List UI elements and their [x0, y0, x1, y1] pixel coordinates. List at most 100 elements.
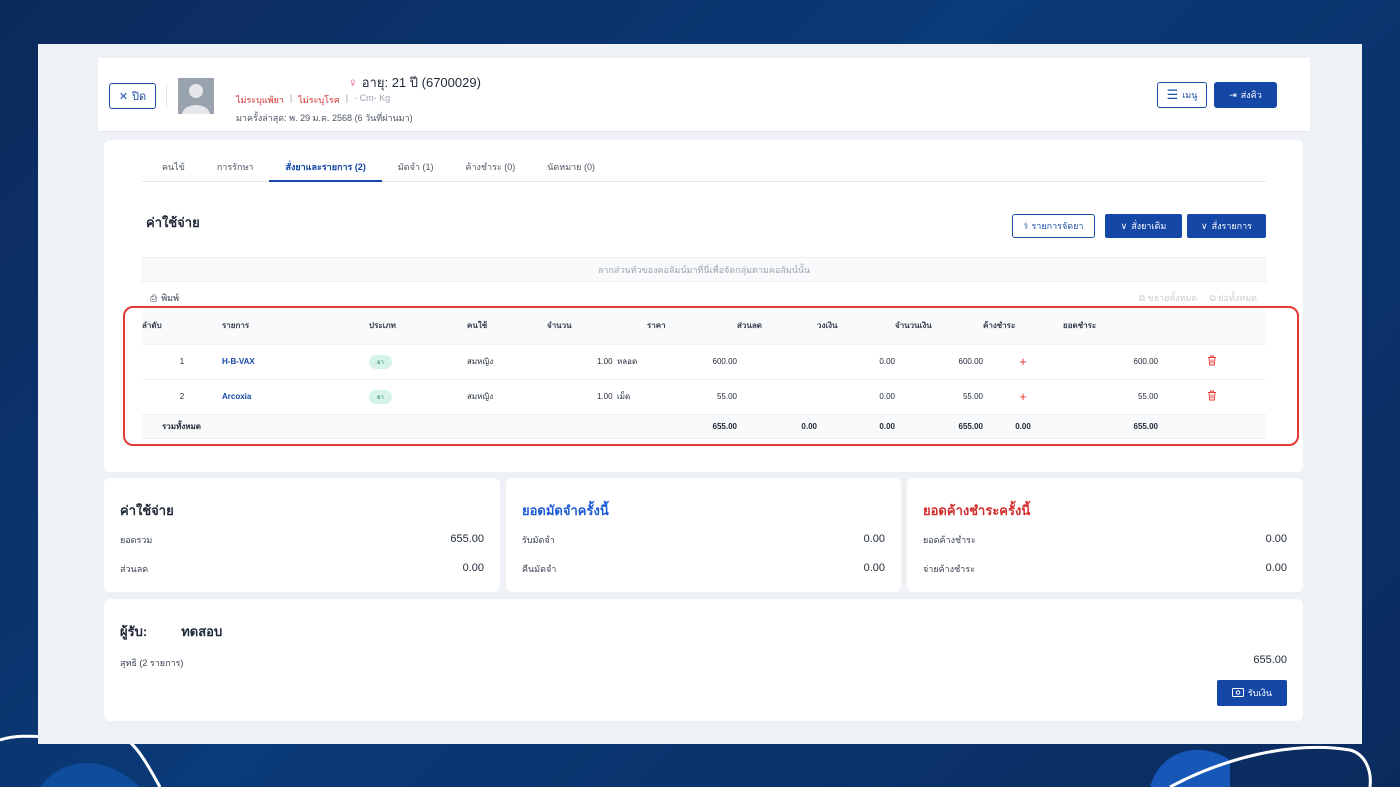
- col-header[interactable]: ลำดับ: [142, 308, 222, 345]
- col-header[interactable]: จำนวนเงิน: [895, 308, 983, 345]
- col-header[interactable]: ค้างชำระ: [983, 308, 1063, 345]
- limit-cell: 0.00: [817, 379, 895, 415]
- owed-row: ยอดค้างชำระ 0.00: [923, 533, 1287, 545]
- price-cell: 55.00: [647, 379, 737, 415]
- tab-appointments[interactable]: นัดหมาย (0): [547, 162, 595, 172]
- tab-outstanding[interactable]: ค้างชำระ (0): [465, 162, 516, 172]
- col-header[interactable]: ราคา: [647, 308, 737, 345]
- patient-age: ♀ อายุ: 21 ปี (6700029): [348, 75, 481, 90]
- trash-icon[interactable]: [1207, 355, 1217, 368]
- table-row: 2 Arcoxia ยา สมหญิง 1.00 เม็ด 55.00 0.00…: [142, 379, 1266, 415]
- tab-bar: คนไข้ การรักษา สั่งยาและรายการ (2) มัดจำ…: [142, 150, 1266, 182]
- total-pay: 655.00: [1063, 414, 1158, 439]
- reorder-button[interactable]: ∨ สั่งยาเดิม: [1105, 214, 1182, 238]
- quantity-cell: 1.00 เม็ด: [547, 379, 647, 415]
- tab-treatment[interactable]: การรักษา: [216, 162, 254, 172]
- receive-payment-button[interactable]: รับเงิน: [1217, 680, 1287, 706]
- payment-panel: ผู้รับ: ทดสอบ สุทธิ (2 รายการ) 655.00 รั…: [104, 599, 1303, 721]
- patient-tags: ไม่ระบุแพ้ยา | ไม่ระบุโรค | - Cm- Kg: [236, 93, 390, 107]
- price-cell: 600.00: [647, 344, 737, 380]
- col-header[interactable]: ยอดชำระ: [1063, 308, 1158, 345]
- app-window: ✕ ปิด ♀ อายุ: 21 ปี (6700029) ไม่ระบุแพ้…: [38, 44, 1362, 744]
- col-header[interactable]: จำนวน: [547, 308, 647, 345]
- receiver-title: ผู้รับ: ทดสอบ: [120, 624, 223, 639]
- total-limit: 0.00: [817, 414, 895, 439]
- tab-patient[interactable]: คนไข้: [162, 162, 185, 172]
- receive-deposit-row: รับมัดจำ 0.00: [522, 533, 885, 545]
- total-price: 655.00: [647, 414, 737, 439]
- discount-row: ส่วนลด 0.00: [120, 562, 484, 574]
- collapse-all-button[interactable]: ⧉ ย่อทั้งหมด: [1209, 293, 1257, 303]
- send-queue-button[interactable]: ⇥ ส่งคิว: [1214, 82, 1277, 108]
- female-icon: ♀: [348, 75, 358, 90]
- separator: |: [289, 93, 293, 103]
- col-header-actions: [1158, 308, 1266, 345]
- add-outstanding-icon[interactable]: +: [1019, 354, 1027, 369]
- add-outstanding-icon[interactable]: +: [1019, 389, 1027, 404]
- patient-header: ✕ ปิด ♀ อายุ: 21 ปี (6700029) ไม่ระบุแพ้…: [98, 58, 1310, 132]
- amount-cell: 600.00: [895, 344, 983, 380]
- user-cell: สมหญิง: [467, 379, 547, 415]
- orders-panel: คนไข้ การรักษา สั่งยาและรายการ (2) มัดจำ…: [104, 140, 1303, 472]
- col-header[interactable]: ประเภท: [369, 308, 467, 345]
- discount-cell: [737, 379, 817, 415]
- cost-summary-card: ค่าใช้จ่าย ยอดรวม 655.00 ส่วนลด 0.00: [104, 478, 500, 592]
- close-button[interactable]: ✕ ปิด: [109, 83, 156, 109]
- card-title: ค่าใช้จ่าย: [120, 503, 174, 518]
- quantity-cell: 1.00 หลอด: [547, 344, 647, 380]
- person-icon: [182, 84, 210, 114]
- col-header[interactable]: ส่วนลด: [737, 308, 817, 345]
- deposit-summary-card: ยอดมัดจำครั้งนี้ รับมัดจำ 0.00 คืนมัดจำ …: [506, 478, 901, 592]
- section-title: ค่าใช้จ่าย: [146, 215, 200, 230]
- amount-cell: 55.00: [895, 379, 983, 415]
- net-label: สุทธิ (2 รายการ): [120, 658, 184, 668]
- print-button[interactable]: ⎙ พิมพ์: [150, 292, 180, 304]
- paid-outstanding-row: จ่ายค้างชำระ 0.00: [923, 562, 1287, 574]
- expand-controls: ⧉ ขยายทั้งหมด ⧉ ย่อทั้งหมด: [1139, 291, 1257, 305]
- total-discount: 0.00: [737, 414, 817, 439]
- tab-deposit[interactable]: มัดจำ (1): [397, 162, 434, 172]
- outstanding-summary-card: ยอดค้างชำระครั้งนี้ ยอดค้างชำระ 0.00 จ่า…: [907, 478, 1303, 592]
- group-drop-zone[interactable]: ลากส่วนหัวของคอลัมน์มาที่นี่เพื่อจัดกลุ่…: [142, 257, 1266, 282]
- pay-cell: 600.00: [1063, 344, 1158, 380]
- col-header[interactable]: คนใช้: [467, 308, 547, 345]
- table-header-row: ลำดับ รายการ ประเภท คนใช้ จำนวน ราคา ส่ว…: [142, 308, 1266, 345]
- expand-all-button[interactable]: ⧉ ขยายทั้งหมด: [1138, 293, 1198, 303]
- refund-deposit-row: คืนมัดจำ 0.00: [522, 562, 885, 574]
- total-row: รวมทั้งหมด 655.00 0.00 0.00 655.00 0.00 …: [142, 414, 1266, 439]
- row-number: 2: [142, 379, 222, 415]
- card-title: ยอดมัดจำครั้งนี้: [522, 503, 609, 518]
- close-icon: ✕: [118, 90, 129, 103]
- col-header[interactable]: วงเงิน: [817, 308, 895, 345]
- total-label: รวมทั้งหมด: [142, 414, 369, 439]
- tab-orders[interactable]: สั่งยาและรายการ (2): [269, 150, 382, 182]
- divider: [166, 84, 167, 108]
- cash-icon: [1231, 687, 1244, 699]
- limit-cell: 0.00: [817, 344, 895, 380]
- pay-cell: 55.00: [1063, 379, 1158, 415]
- pills-icon: ⚕: [1023, 220, 1029, 231]
- item-link[interactable]: H-B-VAX: [222, 357, 255, 366]
- printer-icon: ⎙: [150, 292, 158, 303]
- avatar: [178, 78, 214, 114]
- type-badge: ยา: [369, 389, 392, 404]
- order-button[interactable]: ∨ สั่งรายการ: [1187, 214, 1266, 238]
- vitals: - Cm- Kg: [354, 93, 391, 103]
- total-amount: 655.00: [895, 414, 983, 439]
- chevron-down-icon: ∨: [1201, 220, 1208, 231]
- discount-cell: [737, 344, 817, 380]
- menu-button[interactable]: ☰ เมนู: [1157, 82, 1207, 108]
- last-visit: มาครั้งล่าสุด: พ. 29 ม.ค. 2568 (6 วันที่…: [236, 113, 413, 123]
- type-badge: ยา: [369, 354, 392, 369]
- trash-icon[interactable]: [1207, 390, 1217, 403]
- drug-list-button[interactable]: ⚕ รายการจัดยา: [1012, 214, 1095, 238]
- table-row: 1 H-B-VAX ยา สมหญิง 1.00 หลอด 600.00 0.0…: [142, 344, 1266, 380]
- hamburger-icon: ☰: [1166, 87, 1179, 102]
- total-row: ยอดรวม 655.00: [120, 533, 484, 545]
- col-header[interactable]: รายการ: [222, 308, 369, 345]
- card-title: ยอดค้างชำระครั้งนี้: [923, 503, 1031, 518]
- chevron-down-icon: ∨: [1120, 220, 1128, 231]
- row-number: 1: [142, 344, 222, 380]
- net-value: 655.00: [1253, 654, 1287, 666]
- item-link[interactable]: Arcoxia: [222, 392, 252, 401]
